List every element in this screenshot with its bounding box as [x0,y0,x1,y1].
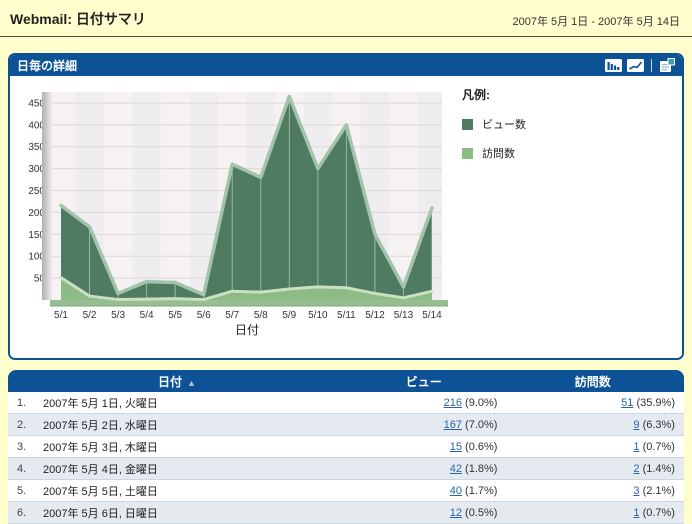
column-header-views[interactable]: ビュー [405,374,442,389]
x-tick-label: 5/1 [54,310,68,321]
visits-link-percent: (0.7%) [639,440,675,453]
views-link[interactable]: 15 [449,440,462,453]
svg-text:450: 450 [28,98,45,109]
bar-chart-icon[interactable] [605,59,622,72]
visits-link[interactable]: 51 [621,396,634,409]
x-tick-label: 5/11 [337,310,356,321]
toolbar-separator [651,59,652,72]
x-tick-label: 5/14 [422,310,442,321]
legend-title: 凡例: [462,88,490,102]
svg-text:350: 350 [28,142,45,153]
row-date: 2007年 5月 6日, 日曜日 [43,507,158,520]
legend-item: 訪問数 [462,145,526,161]
daily-table: 日付 ▲ ビュー 訪問数 1. 2007年 5月 1日, 火曜日 216 (9.0%)… [8,370,684,524]
visits-link[interactable]: 1 [633,440,640,453]
views-link[interactable]: 12 [449,506,462,519]
panel-header: 日毎の詳細 [10,55,682,76]
svg-text:400: 400 [28,120,45,131]
svg-text:150: 150 [28,230,45,241]
visits-link[interactable]: 9 [633,418,640,431]
svg-text:50: 50 [34,274,46,285]
x-tick-label: 5/10 [308,310,328,321]
x-tick-label: 5/6 [197,310,211,321]
views-link-percent: (0.5%) [462,506,498,519]
x-tick-label: 5/7 [225,310,239,321]
legend-label: ビュー数 [482,119,526,131]
row-date: 2007年 5月 4日, 金曜日 [43,463,158,476]
column-header-visits[interactable]: 訪問数 [574,374,611,389]
svg-text:300: 300 [28,164,45,175]
page-header: Webmail: 日付サマリ 2007年 5月 1日 - 2007年 5月 14… [0,0,692,37]
svg-text:100: 100 [28,252,45,263]
x-tick-label: 5/5 [168,310,182,321]
visits-link[interactable]: 2 [633,462,640,475]
chart-toolbar [605,58,675,73]
legend-swatch-icon [462,118,473,130]
row-date: 2007年 5月 2日, 水曜日 [43,419,158,432]
views-link-percent: (1.7%) [462,484,498,497]
row-number: 5. [17,484,27,497]
line-chart-icon[interactable] [627,59,644,72]
table-row: 2. 2007年 5月 2日, 水曜日 167 (7.0%) 9 (6.3%) [8,414,684,436]
x-tick-label: 5/12 [365,310,385,321]
page-title: Webmail: 日付サマリ [10,11,146,27]
x-tick-label: 5/13 [394,310,414,321]
visits-link[interactable]: 3 [633,484,640,497]
x-tick-label: 5/4 [140,310,154,321]
svg-text:250: 250 [28,186,45,197]
views-link[interactable]: 42 [449,462,462,475]
row-date: 2007年 5月 5日, 土曜日 [43,485,158,498]
row-date: 2007年 5月 1日, 火曜日 [43,397,158,410]
column-header-date[interactable]: 日付 ▲ [158,374,196,389]
x-tick-label: 5/3 [111,310,125,321]
chart-area: 50 100 150 200 250 300 350 400 450 5/1 5/2 5/3 5/4 5/… [10,76,682,358]
visits-link-percent: (6.3%) [639,418,675,431]
table-row: 1. 2007年 5月 1日, 火曜日 216 (9.0%) 51 (35.9%) [8,392,684,414]
visits-link-percent: (0.7%) [639,506,675,519]
views-link[interactable]: 40 [449,484,462,497]
daily-detail-panel: 日毎の詳細 50 100 150 200 250 300 [8,53,684,360]
row-number: 3. [17,440,27,453]
daily-area-chart: 50 100 150 200 250 300 350 400 450 5/1 5/2 5/3 5/4 5/… [28,92,448,337]
views-link-percent: (0.6%) [462,440,498,453]
row-number: 2. [17,418,27,431]
legend-swatch-icon [462,147,473,159]
row-number: 6. [17,506,27,519]
table-row: 3. 2007年 5月 3日, 木曜日 15 (0.6%) 1 (0.7%) [8,436,684,458]
table-row: 5. 2007年 5月 5日, 土曜日 40 (1.7%) 3 (2.1%) [8,480,684,502]
table-body: 1. 2007年 5月 1日, 火曜日 216 (9.0%) 51 (35.9%) 2.… [8,392,684,524]
table-header-row: 日付 ▲ ビュー 訪問数 [8,370,684,392]
legend-label: 訪問数 [482,148,515,160]
visits-link-percent: (2.1%) [639,484,675,497]
sort-asc-icon: ▲ [187,377,196,388]
chart-legend: 凡例: ビュー数訪問数 [462,86,526,161]
views-link[interactable]: 216 [443,396,462,409]
views-link[interactable]: 167 [443,418,462,431]
svg-text:200: 200 [28,208,45,219]
legend-item: ビュー数 [462,116,526,132]
date-range: 2007年 5月 1日 - 2007年 5月 14日 [512,16,680,28]
row-date: 2007年 5月 3日, 木曜日 [43,441,158,454]
visits-link-percent: (35.9%) [633,396,675,409]
x-tick-label: 5/9 [282,310,296,321]
x-tick-label: 5/2 [83,310,97,321]
table-row: 4. 2007年 5月 4日, 金曜日 42 (1.8%) 2 (1.4%) [8,458,684,480]
x-tick-label: 5/8 [254,310,268,321]
row-number: 1. [17,396,27,409]
views-link-percent: (9.0%) [462,396,498,409]
table-row: 6. 2007年 5月 6日, 日曜日 12 (0.5%) 1 (0.7%) [8,502,684,524]
views-link-percent: (1.8%) [462,462,498,475]
views-link-percent: (7.0%) [462,418,498,431]
panel-title: 日毎の詳細 [17,59,78,73]
x-axis-title: 日付 [235,323,259,337]
row-number: 4. [17,462,27,475]
visits-link-percent: (1.4%) [639,462,675,475]
copy-report-icon[interactable] [659,58,675,73]
